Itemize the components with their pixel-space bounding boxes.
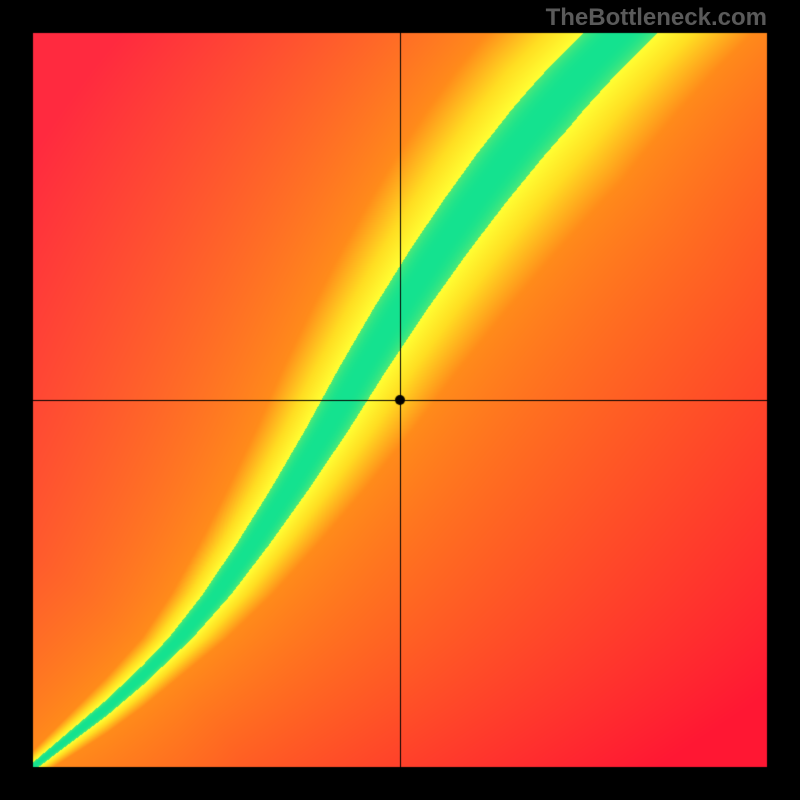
bottleneck-heatmap [0, 0, 800, 800]
watermark-text: TheBottleneck.com [546, 4, 767, 32]
